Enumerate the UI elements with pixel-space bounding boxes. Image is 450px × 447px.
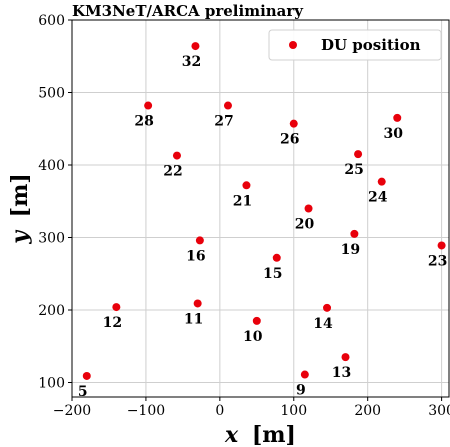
plot-frame	[71, 19, 450, 398]
du-label: 9	[296, 383, 306, 399]
du-label: 25	[344, 162, 363, 178]
du-label: 13	[332, 365, 351, 381]
du-point	[304, 204, 313, 213]
du-point	[252, 316, 261, 325]
legend-box	[268, 29, 442, 61]
du-label: 19	[341, 242, 360, 258]
du-point	[191, 42, 200, 51]
axis-ticks: −200 −100 0 100 200 300 100 200 300 400 500 600	[38, 13, 450, 419]
du-label: 15	[263, 266, 282, 282]
du-label: 14	[313, 316, 333, 332]
x-tick-label: 200	[354, 403, 381, 419]
du-point	[393, 113, 402, 122]
du-label: 21	[233, 193, 252, 209]
du-label: 10	[243, 329, 263, 345]
du-point	[82, 371, 91, 380]
du-label: 20	[295, 217, 315, 233]
du-point	[195, 236, 204, 245]
du-point	[289, 119, 298, 128]
du-point	[242, 181, 251, 190]
y-tick-label: 100	[38, 376, 65, 392]
x-axis-unit: [m]	[252, 422, 296, 447]
x-tick-label: 100	[280, 403, 307, 419]
y-tick-label: 600	[38, 13, 65, 29]
legend-marker	[289, 41, 297, 49]
data-points: 5 9 10 11 12 13 14 15 16 19 20 21 22 23 24 25 26 27 28 30 32	[78, 42, 447, 400]
chart-title: KM3NeT/ARCA preliminary	[72, 2, 304, 20]
x-tick-label: −100	[127, 403, 165, 419]
du-point	[300, 370, 309, 379]
legend-entry: DU position	[321, 36, 421, 54]
legend: DU position	[268, 29, 442, 61]
du-label: 32	[182, 54, 201, 70]
y-axis-unit: [m]	[7, 173, 33, 217]
x-axis-variable: x	[224, 422, 239, 447]
du-point	[112, 303, 121, 312]
y-axis-variable: y	[7, 229, 33, 245]
du-label: 30	[384, 126, 404, 142]
du-point	[437, 241, 446, 250]
x-axis-label: x [m]	[224, 422, 296, 447]
du-label: 22	[163, 164, 182, 180]
du-label: 11	[184, 311, 203, 327]
du-point	[193, 299, 202, 308]
du-point	[350, 229, 359, 238]
du-label: 24	[368, 190, 388, 206]
du-point	[172, 151, 181, 160]
du-point	[323, 303, 332, 312]
du-point	[144, 101, 153, 110]
du-point	[272, 253, 281, 262]
y-tick-label: 500	[38, 86, 65, 102]
y-tick-label: 200	[38, 303, 65, 319]
y-axis-label: y [m]	[7, 173, 33, 245]
du-label: 23	[428, 253, 447, 269]
x-tick-label: 300	[428, 403, 450, 419]
du-point	[377, 177, 386, 186]
du-point	[354, 150, 363, 159]
x-tick-label: 0	[215, 403, 224, 419]
du-label: 27	[214, 114, 233, 130]
du-point	[341, 353, 350, 362]
du-label: 26	[280, 132, 299, 148]
du-point	[223, 101, 232, 110]
x-tick-label: −200	[53, 403, 91, 419]
du-label: 12	[103, 315, 122, 331]
du-label: 28	[134, 114, 153, 130]
du-label: 5	[78, 384, 88, 400]
du-label: 16	[186, 248, 205, 264]
y-tick-label: 300	[38, 231, 65, 247]
y-tick-label: 400	[38, 158, 65, 174]
